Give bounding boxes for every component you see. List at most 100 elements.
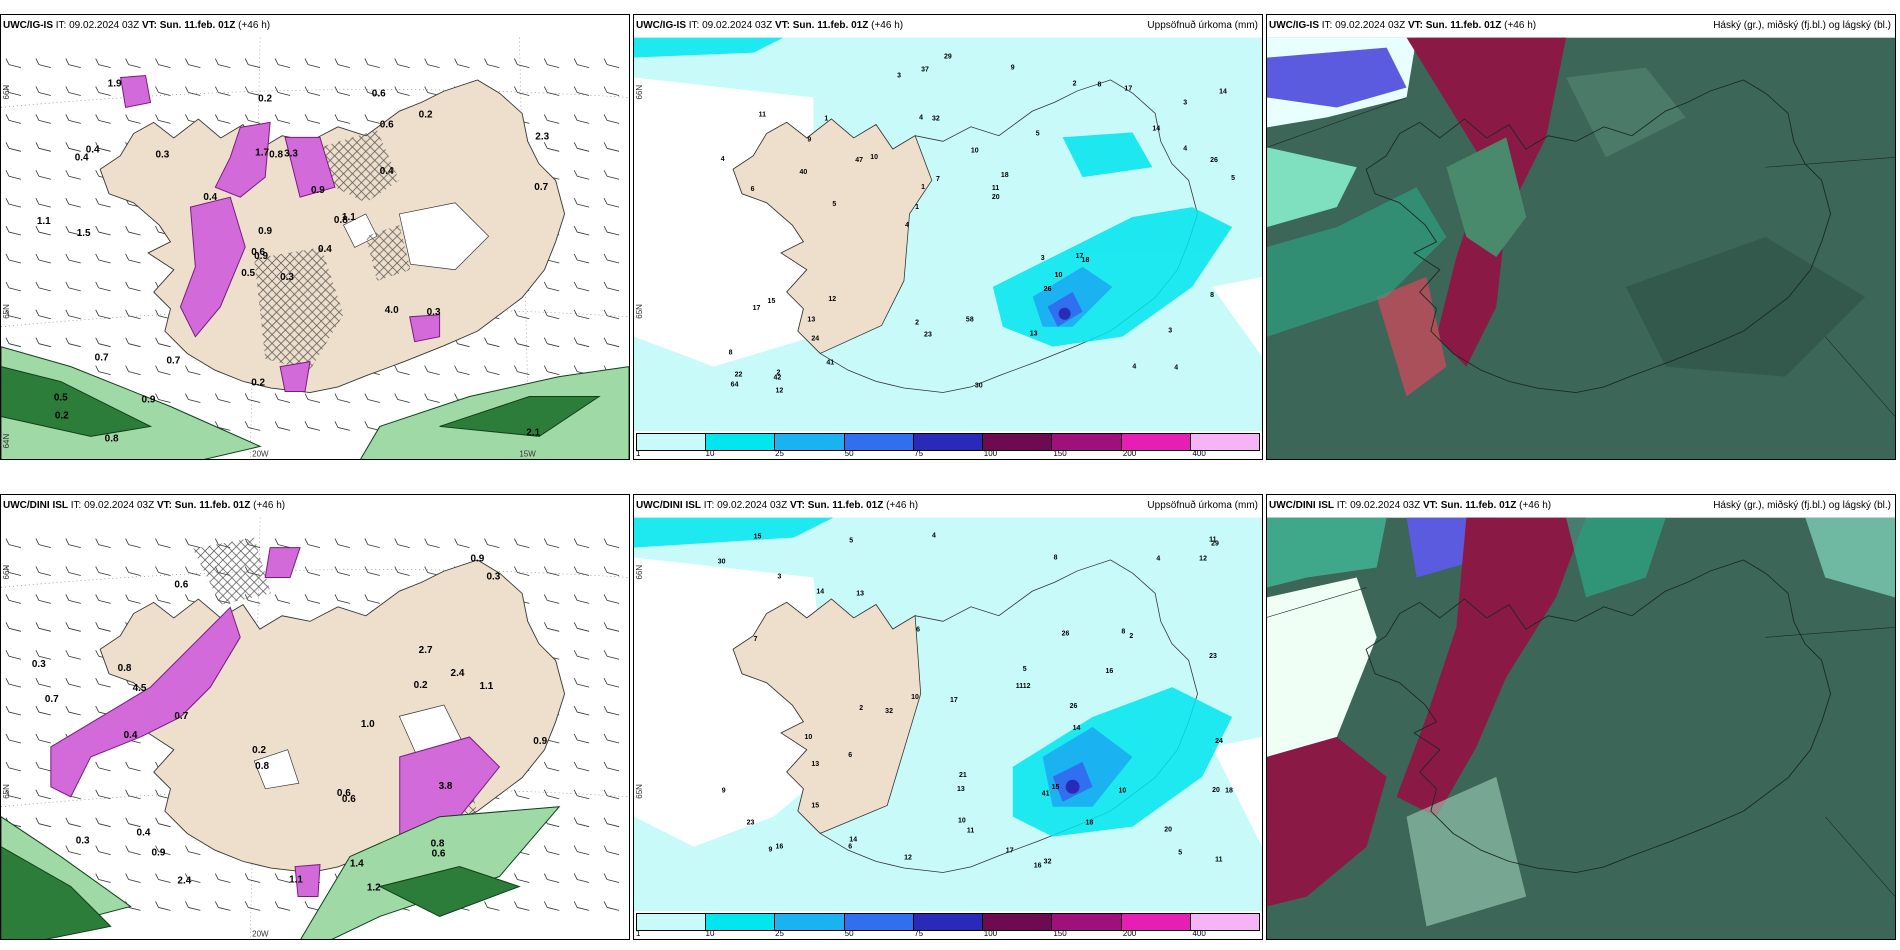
wind-barb [603, 901, 620, 911]
wind-barb [603, 337, 620, 348]
wind-barb [65, 845, 82, 855]
value-label: 41 [826, 360, 834, 367]
wind-barb [573, 873, 590, 883]
wind-barb [603, 845, 620, 855]
model-name: UWC/IG-IS [3, 20, 53, 31]
lead-time: (+46 h) [1519, 500, 1552, 511]
value-label: 10 [958, 818, 966, 825]
wind-barb [573, 114, 590, 124]
value-label: 13 [1030, 331, 1038, 338]
wind-barb [125, 761, 141, 772]
wind-barb [274, 538, 291, 548]
wind-barb [573, 845, 590, 855]
value-label: 0.7 [45, 694, 59, 705]
wind-barb [274, 901, 291, 911]
value-label: 0.9 [258, 226, 272, 237]
lead-time: (+46 h) [871, 20, 904, 31]
wind-barb [424, 58, 441, 68]
model-name: UWC/IG-IS [636, 20, 686, 31]
wind-barb [603, 873, 620, 883]
value-label: 9 [769, 847, 773, 854]
value-label: 12 [828, 296, 836, 303]
value-label: 37 [921, 67, 929, 74]
value-label: 0.7 [95, 353, 109, 364]
value-label: 15 [768, 298, 776, 305]
value-label: 3.3 [284, 148, 298, 159]
value-label: 11 [759, 111, 766, 118]
wind-barb [573, 621, 590, 632]
value-label: 0.6 [372, 88, 386, 99]
wind-barb [573, 901, 590, 911]
value-label: 0.3 [486, 571, 500, 582]
wind-barb [95, 253, 112, 264]
value-label: 0.6 [174, 579, 188, 590]
wind-barb [543, 594, 560, 604]
value-label: 20 [1212, 787, 1220, 794]
wind-barb [573, 253, 590, 264]
value-label: 0.2 [258, 93, 272, 104]
value-label: 10 [870, 154, 878, 161]
value-label: 0.6 [432, 849, 446, 860]
value-label: 0.6 [337, 788, 351, 799]
value-label: 16 [1105, 668, 1113, 675]
wind-barb [603, 58, 620, 68]
legend-tick: 200 [1122, 449, 1137, 458]
panel-header: UWC/DINI ISL IT: 09.02.2024 03Z VT: Sun.… [1267, 495, 1895, 517]
wind-barb [603, 169, 620, 180]
value-label: 2 [1129, 633, 1133, 640]
wind-barb [35, 733, 52, 744]
wind-barb [65, 817, 82, 828]
wind-barb [274, 86, 291, 96]
wind-barb [65, 594, 82, 604]
value-label: 1 [824, 115, 828, 122]
value-label: 40 [799, 169, 807, 176]
wind-barb [603, 594, 620, 604]
wind-barb [573, 141, 590, 152]
value-label: 0.8 [255, 761, 269, 772]
lat-label: 65N [635, 784, 644, 799]
wind-barb [543, 789, 560, 800]
init-time: IT: 09.02.2024 03Z [703, 500, 788, 511]
wind-barb [513, 789, 530, 800]
wind-barb [543, 86, 560, 96]
value-label: 14 [1073, 725, 1081, 732]
model-name: UWC/DINI ISL [3, 500, 68, 511]
value-label: 1 [915, 204, 919, 211]
wind-barb [364, 421, 381, 431]
wind-barb [304, 58, 321, 68]
wind-barb [125, 845, 141, 855]
value-label: 0.4 [137, 828, 151, 839]
value-label: 20 [992, 194, 1000, 201]
value-label: 2.7 [419, 645, 433, 656]
wind-barb [573, 337, 590, 348]
wind-barb [573, 86, 590, 96]
wind-barb [334, 421, 351, 431]
wind-barb [35, 197, 52, 208]
value-label: 18 [1225, 788, 1233, 795]
wind-barb [603, 649, 620, 660]
legend-tick: 10 [705, 449, 715, 458]
wind-barb [214, 393, 231, 403]
legend-swatch [913, 434, 984, 450]
wind-barb [543, 58, 560, 68]
wind-barb [155, 594, 171, 604]
wind-barb [5, 141, 22, 152]
legend-tick: 400 [1192, 449, 1206, 458]
wind-barb [334, 86, 351, 96]
value-label: 0.4 [86, 144, 100, 155]
wind-barb [125, 309, 141, 320]
wind-barb [304, 86, 321, 96]
legend-tick: 75 [914, 449, 924, 458]
wind-barb [364, 58, 381, 68]
wind-barb [125, 789, 141, 800]
wind-barb [484, 58, 500, 68]
value-label: 9 [807, 136, 811, 143]
wind-barb [573, 649, 590, 660]
value-label: 21 [959, 772, 967, 779]
wind-barb [125, 58, 141, 68]
model-name: UWC/DINI ISL [1269, 500, 1334, 511]
wind-barb [573, 733, 590, 744]
wind-barb [603, 253, 620, 264]
wind-barb [513, 538, 530, 548]
legend-swatch [1121, 914, 1191, 930]
